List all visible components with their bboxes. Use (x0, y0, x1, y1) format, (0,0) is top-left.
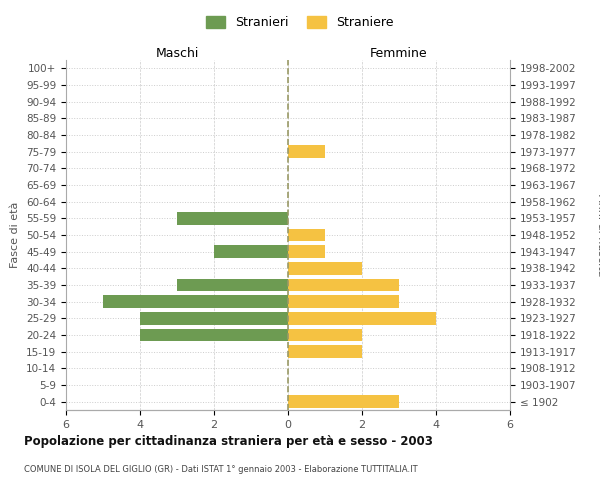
Y-axis label: Fasce di età: Fasce di età (10, 202, 20, 268)
Bar (288, 279, 399, 291)
Text: Maschi: Maschi (155, 47, 199, 60)
Bar (140, 329, 288, 341)
Bar (288, 146, 325, 158)
Bar (140, 312, 288, 324)
Bar (177, 212, 288, 224)
Bar (288, 312, 436, 324)
Text: Popolazione per cittadinanza straniera per età e sesso - 2003: Popolazione per cittadinanza straniera p… (24, 435, 433, 448)
Y-axis label: Anni di nascita: Anni di nascita (596, 194, 600, 276)
Bar (177, 279, 288, 291)
Legend: Stranieri, Straniere: Stranieri, Straniere (202, 11, 398, 34)
Text: Femmine: Femmine (370, 47, 428, 60)
Text: COMUNE DI ISOLA DEL GIGLIO (GR) - Dati ISTAT 1° gennaio 2003 - Elaborazione TUTT: COMUNE DI ISOLA DEL GIGLIO (GR) - Dati I… (24, 465, 418, 474)
Bar (288, 329, 362, 341)
Bar (288, 246, 325, 258)
Bar (288, 229, 325, 241)
Bar (214, 246, 288, 258)
Bar (288, 296, 399, 308)
Bar (288, 346, 362, 358)
Bar (103, 296, 288, 308)
Bar (288, 396, 399, 408)
Bar (288, 262, 362, 274)
